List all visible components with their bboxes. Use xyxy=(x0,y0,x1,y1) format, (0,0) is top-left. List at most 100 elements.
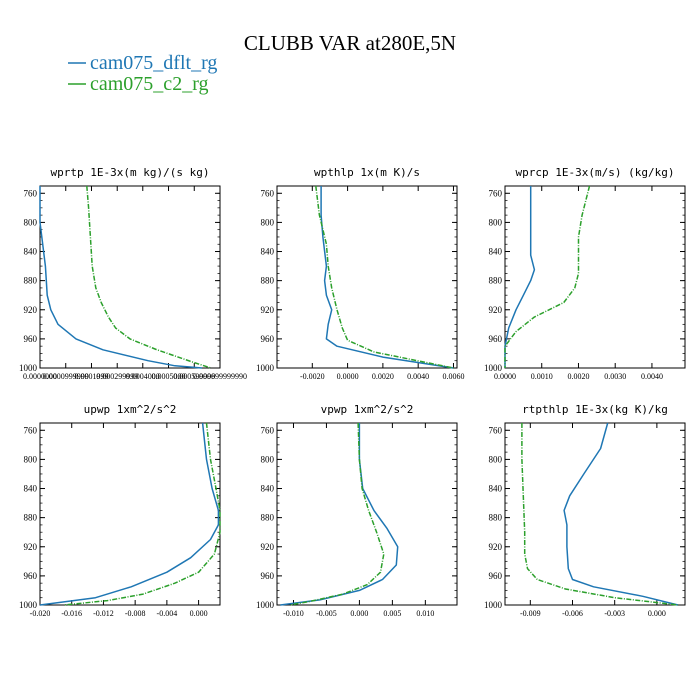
x-tick-label: 0.0001999 xyxy=(74,372,108,381)
x-tick-label: -0.020 xyxy=(30,609,51,618)
x-tick-label: 0.0040 xyxy=(641,372,663,381)
plot-frame xyxy=(276,185,458,369)
figure-title: CLUBB VAR at280E,5N xyxy=(244,31,456,55)
x-tick-label: 0.000 xyxy=(648,609,666,618)
panel-title: wpthlp 1x(m K)/s xyxy=(314,166,420,179)
y-tick-label: 1000 xyxy=(256,600,275,610)
panel-title: wprtp 1E-3x(m kg)/(s kg) xyxy=(51,166,210,179)
x-tick-label: 0.0020 xyxy=(372,372,394,381)
y-tick-label: 840 xyxy=(489,247,503,257)
x-tick-label: 0.005 xyxy=(383,609,401,618)
panel-4: vpwp 1xm^2/s^2 760 800 840 880 920 960 1000 -0.0… xyxy=(256,403,458,618)
y-tick-label: 920 xyxy=(261,542,275,552)
series-line-cam075_dflt_rg xyxy=(320,186,454,369)
panel-title: rtpthlp 1E-3x(kg K)/kg xyxy=(522,403,668,416)
y-tick-label: 920 xyxy=(24,542,38,552)
panels: wprtp 1E-3x(m kg)/(s kg) 760 800 840 880 920 9… xyxy=(19,166,686,618)
y-tick-label: 800 xyxy=(24,217,38,227)
y-tick-label: 920 xyxy=(489,305,503,315)
panel-0: wprtp 1E-3x(m kg)/(s kg) 760 800 840 880 920 9… xyxy=(19,166,247,381)
x-tick-label: -0.008 xyxy=(125,609,146,618)
series-line-cam075_c2_rg xyxy=(521,423,679,606)
y-tick-label: 880 xyxy=(489,276,503,286)
x-tick-label: 0.0000 xyxy=(337,372,359,381)
series-line-cam075_dflt_rg xyxy=(563,422,679,606)
panel-3: upwp 1xm^2/s^27608008408809209601000-0.0… xyxy=(19,403,221,618)
panel-title: wprcp 1E-3x(m/s) (kg/kg) xyxy=(516,166,675,179)
y-tick-label: 840 xyxy=(24,484,38,494)
y-tick-label: 800 xyxy=(261,217,275,227)
x-tick-label: 0.0000 xyxy=(494,372,516,381)
y-tick-label: 960 xyxy=(24,334,38,344)
series-line-cam075_c2_rg xyxy=(315,185,454,369)
y-tick-label: 800 xyxy=(24,454,38,464)
series-line-cam075_c2_rg xyxy=(63,422,221,606)
x-tick-label: 0.0005000 xyxy=(152,372,186,381)
plot-frame xyxy=(504,185,686,369)
y-tick-label: 760 xyxy=(489,188,503,198)
x-tick-label: 0.000 xyxy=(190,609,208,618)
y-tick-label: 800 xyxy=(489,454,503,464)
x-tick-label: -0.004 xyxy=(157,609,178,618)
y-tick-label: 1000 xyxy=(19,600,38,610)
x-tick-label: 0.0030 xyxy=(604,372,626,381)
y-tick-label: 840 xyxy=(261,247,275,257)
y-tick-label: 920 xyxy=(261,305,275,315)
y-tick-label: 880 xyxy=(489,513,503,523)
x-tick-label: 0.000599999 xyxy=(173,372,215,381)
x-tick-label: 0.0060 xyxy=(442,372,464,381)
y-tick-label: 880 xyxy=(24,276,38,286)
y-tick-label: 880 xyxy=(261,513,275,523)
y-tick-label: 920 xyxy=(489,542,503,552)
x-tick-label: 0.0004000 xyxy=(126,372,160,381)
y-tick-label: 880 xyxy=(261,276,275,286)
x-tick-label: 0.0040 xyxy=(407,372,429,381)
series-line-cam075_dflt_rg xyxy=(504,186,536,368)
legend: cam075_dflt_rg cam075_c2_rg xyxy=(68,52,217,95)
y-tick-label: 1000 xyxy=(484,600,503,610)
x-tick-label: 0.0000000 xyxy=(23,372,57,381)
x-tick-label: 0.0020 xyxy=(567,372,589,381)
y-tick-label: 840 xyxy=(261,484,275,494)
x-tick-label: 0.010 xyxy=(416,609,434,618)
x-tick-label: -0.0020 xyxy=(300,372,325,381)
legend-label-c2: cam075_c2_rg xyxy=(90,73,209,95)
panel-2: wprcp 1E-3x(m/s) (kg/kg) 760 800 840 880 920 9… xyxy=(484,166,686,381)
x-tick-label: -0.006 xyxy=(562,609,583,618)
plot-frame xyxy=(504,422,686,606)
y-tick-label: 1000 xyxy=(19,363,38,373)
series-line-cam075_dflt_rg xyxy=(280,423,399,606)
y-tick-label: 760 xyxy=(24,188,38,198)
series-line-cam075_dflt_rg xyxy=(39,422,220,606)
plot-frame xyxy=(276,422,458,606)
x-tick-label: -0.012 xyxy=(93,609,114,618)
panel-title: upwp 1xm^2/s^2 xyxy=(84,403,177,416)
y-tick-label: 760 xyxy=(261,188,275,198)
series-line-cam075_c2_rg xyxy=(504,185,591,368)
y-tick-label: 760 xyxy=(24,425,38,435)
y-tick-label: 960 xyxy=(489,334,503,344)
y-tick-label: 960 xyxy=(24,571,38,581)
plot-frame xyxy=(39,422,221,606)
x-tick-label: 0.000699999990 xyxy=(193,372,247,381)
panel-1: wpthlp 1x(m K)/s 760 800 840 880 920 960 1000 -0… xyxy=(256,166,464,381)
x-tick-label: -0.005 xyxy=(316,609,337,618)
legend-label-dflt: cam075_dflt_rg xyxy=(90,52,217,74)
x-tick-label: 0.000 xyxy=(350,609,368,618)
x-tick-label: -0.003 xyxy=(604,609,625,618)
y-tick-label: 760 xyxy=(261,425,275,435)
y-tick-label: 840 xyxy=(489,484,503,494)
x-tick-label: -0.009 xyxy=(520,609,541,618)
plot-frame xyxy=(39,185,221,369)
panel-title: vpwp 1xm^2/s^2 xyxy=(321,403,414,416)
panel-5: rtpthlp 1E-3x(kg K)/kg 760 800 840 880 920 960… xyxy=(484,403,686,618)
series-line-cam075_dflt_rg xyxy=(39,186,203,369)
y-tick-label: 880 xyxy=(24,513,38,523)
series-line-cam075_c2_rg xyxy=(290,422,385,606)
y-tick-label: 760 xyxy=(489,425,503,435)
y-tick-label: 960 xyxy=(261,571,275,581)
y-tick-label: 800 xyxy=(261,454,275,464)
x-tick-label: -0.016 xyxy=(61,609,82,618)
y-tick-label: 1000 xyxy=(484,363,503,373)
y-tick-label: 1000 xyxy=(256,363,275,373)
